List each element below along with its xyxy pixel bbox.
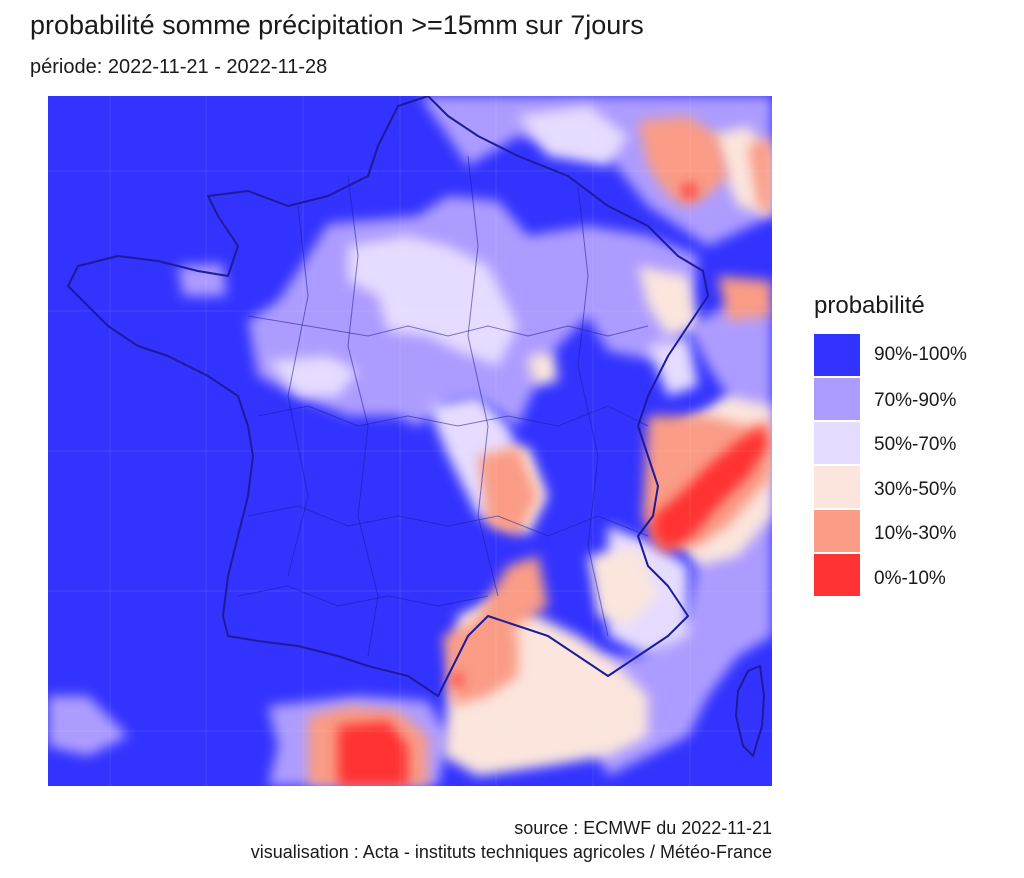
france-outline xyxy=(67,96,709,697)
legend-swatch-10-30 xyxy=(814,510,860,552)
legend-swatch-30-50 xyxy=(814,466,860,508)
legend-swatch-0-10 xyxy=(814,554,860,596)
legend-label-70-90: 70%-90% xyxy=(874,390,957,411)
legend-swatch-70-90 xyxy=(814,378,860,420)
visualisation-caption: visualisation : Acta - instituts techniq… xyxy=(250,842,772,862)
legend-swatch-50-70 xyxy=(814,422,860,464)
probability-map xyxy=(48,96,772,786)
legend-swatch-90-100 xyxy=(814,334,860,376)
chart-subtitle: période: 2022-11-21 - 2022-11-28 xyxy=(30,56,328,78)
legend-label-90-100: 90%-100% xyxy=(874,344,967,365)
map-gridlines xyxy=(48,96,772,786)
zone-0-10 xyxy=(338,184,768,786)
source-caption: source : ECMWF du 2022-11-21 xyxy=(514,818,772,838)
legend-label-0-10: 0%-10% xyxy=(874,568,946,589)
legend-label-30-50: 30%-50% xyxy=(874,479,957,500)
chart-title: probabilité somme précipitation >=15mm s… xyxy=(30,10,644,40)
legend-label-10-30: 10%-30% xyxy=(874,523,957,544)
corsica-outline xyxy=(734,664,766,758)
department-boundaries xyxy=(237,155,649,657)
legend-label-50-70: 50%-70% xyxy=(874,434,957,455)
legend-title: probabilité xyxy=(814,292,925,319)
